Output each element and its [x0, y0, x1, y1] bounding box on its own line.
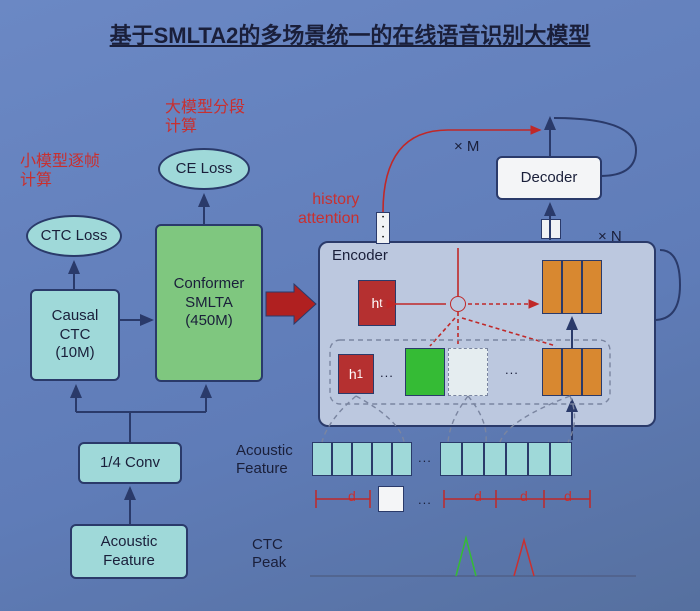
- enc-white: [448, 348, 488, 396]
- enc-orange-top: [542, 260, 602, 314]
- acoustic-cells-right: [440, 442, 572, 476]
- af-dots: ...: [418, 450, 432, 465]
- enc-h1: h1: [338, 354, 374, 394]
- box-ctc-loss: CTC Loss: [26, 215, 122, 257]
- encoder-title: Encoder: [332, 247, 388, 264]
- label-ctc-peak: CTC Peak: [252, 536, 286, 572]
- enc-bottom-dots: ...: [505, 362, 519, 377]
- label-acoustic-feature-r: Acoustic Feature: [236, 442, 293, 478]
- box-acoustic-feature: Acoustic Feature: [70, 524, 188, 579]
- d-label-2: d: [474, 488, 482, 505]
- annot-history-attention: history attention: [298, 190, 359, 228]
- enc-attn-node: [450, 296, 466, 312]
- af-highlight-cell: [378, 486, 404, 512]
- box-ce-loss: CE Loss: [158, 148, 250, 190]
- d-label-1: d: [348, 488, 356, 505]
- box-decoder: Decoder: [496, 156, 602, 200]
- enc-orange-bottom: [542, 348, 602, 396]
- enc-green: [405, 348, 445, 396]
- acoustic-cells-left: [312, 442, 412, 476]
- annot-times-m: × M: [454, 138, 479, 155]
- enc-ht: ht: [358, 280, 396, 326]
- d-label-3: d: [520, 488, 528, 505]
- history-dots: •••: [376, 212, 390, 244]
- annot-large-model: 大模型分段 计算: [165, 98, 245, 136]
- d-label-4: d: [564, 488, 572, 505]
- box-causal-ctc: Causal CTC (10M): [30, 289, 120, 381]
- box-conformer: Conformer SMLTA (450M): [155, 224, 263, 382]
- d-dots: ...: [418, 492, 432, 507]
- decoder-input-block: [541, 219, 561, 239]
- annot-small-model: 小模型逐帧 计算: [20, 152, 100, 190]
- enc-h1-dots: ...: [380, 365, 394, 380]
- slide-title: 基于SMLTA2的多场景统一的在线语音识别大模型: [110, 18, 591, 50]
- box-conv: 1/4 Conv: [78, 442, 182, 484]
- slide-root: 基于SMLTA2的多场景统一的在线语音识别大模型 小模型逐帧 计算 大模型分段 …: [0, 0, 700, 611]
- encoder-frame: [318, 241, 656, 427]
